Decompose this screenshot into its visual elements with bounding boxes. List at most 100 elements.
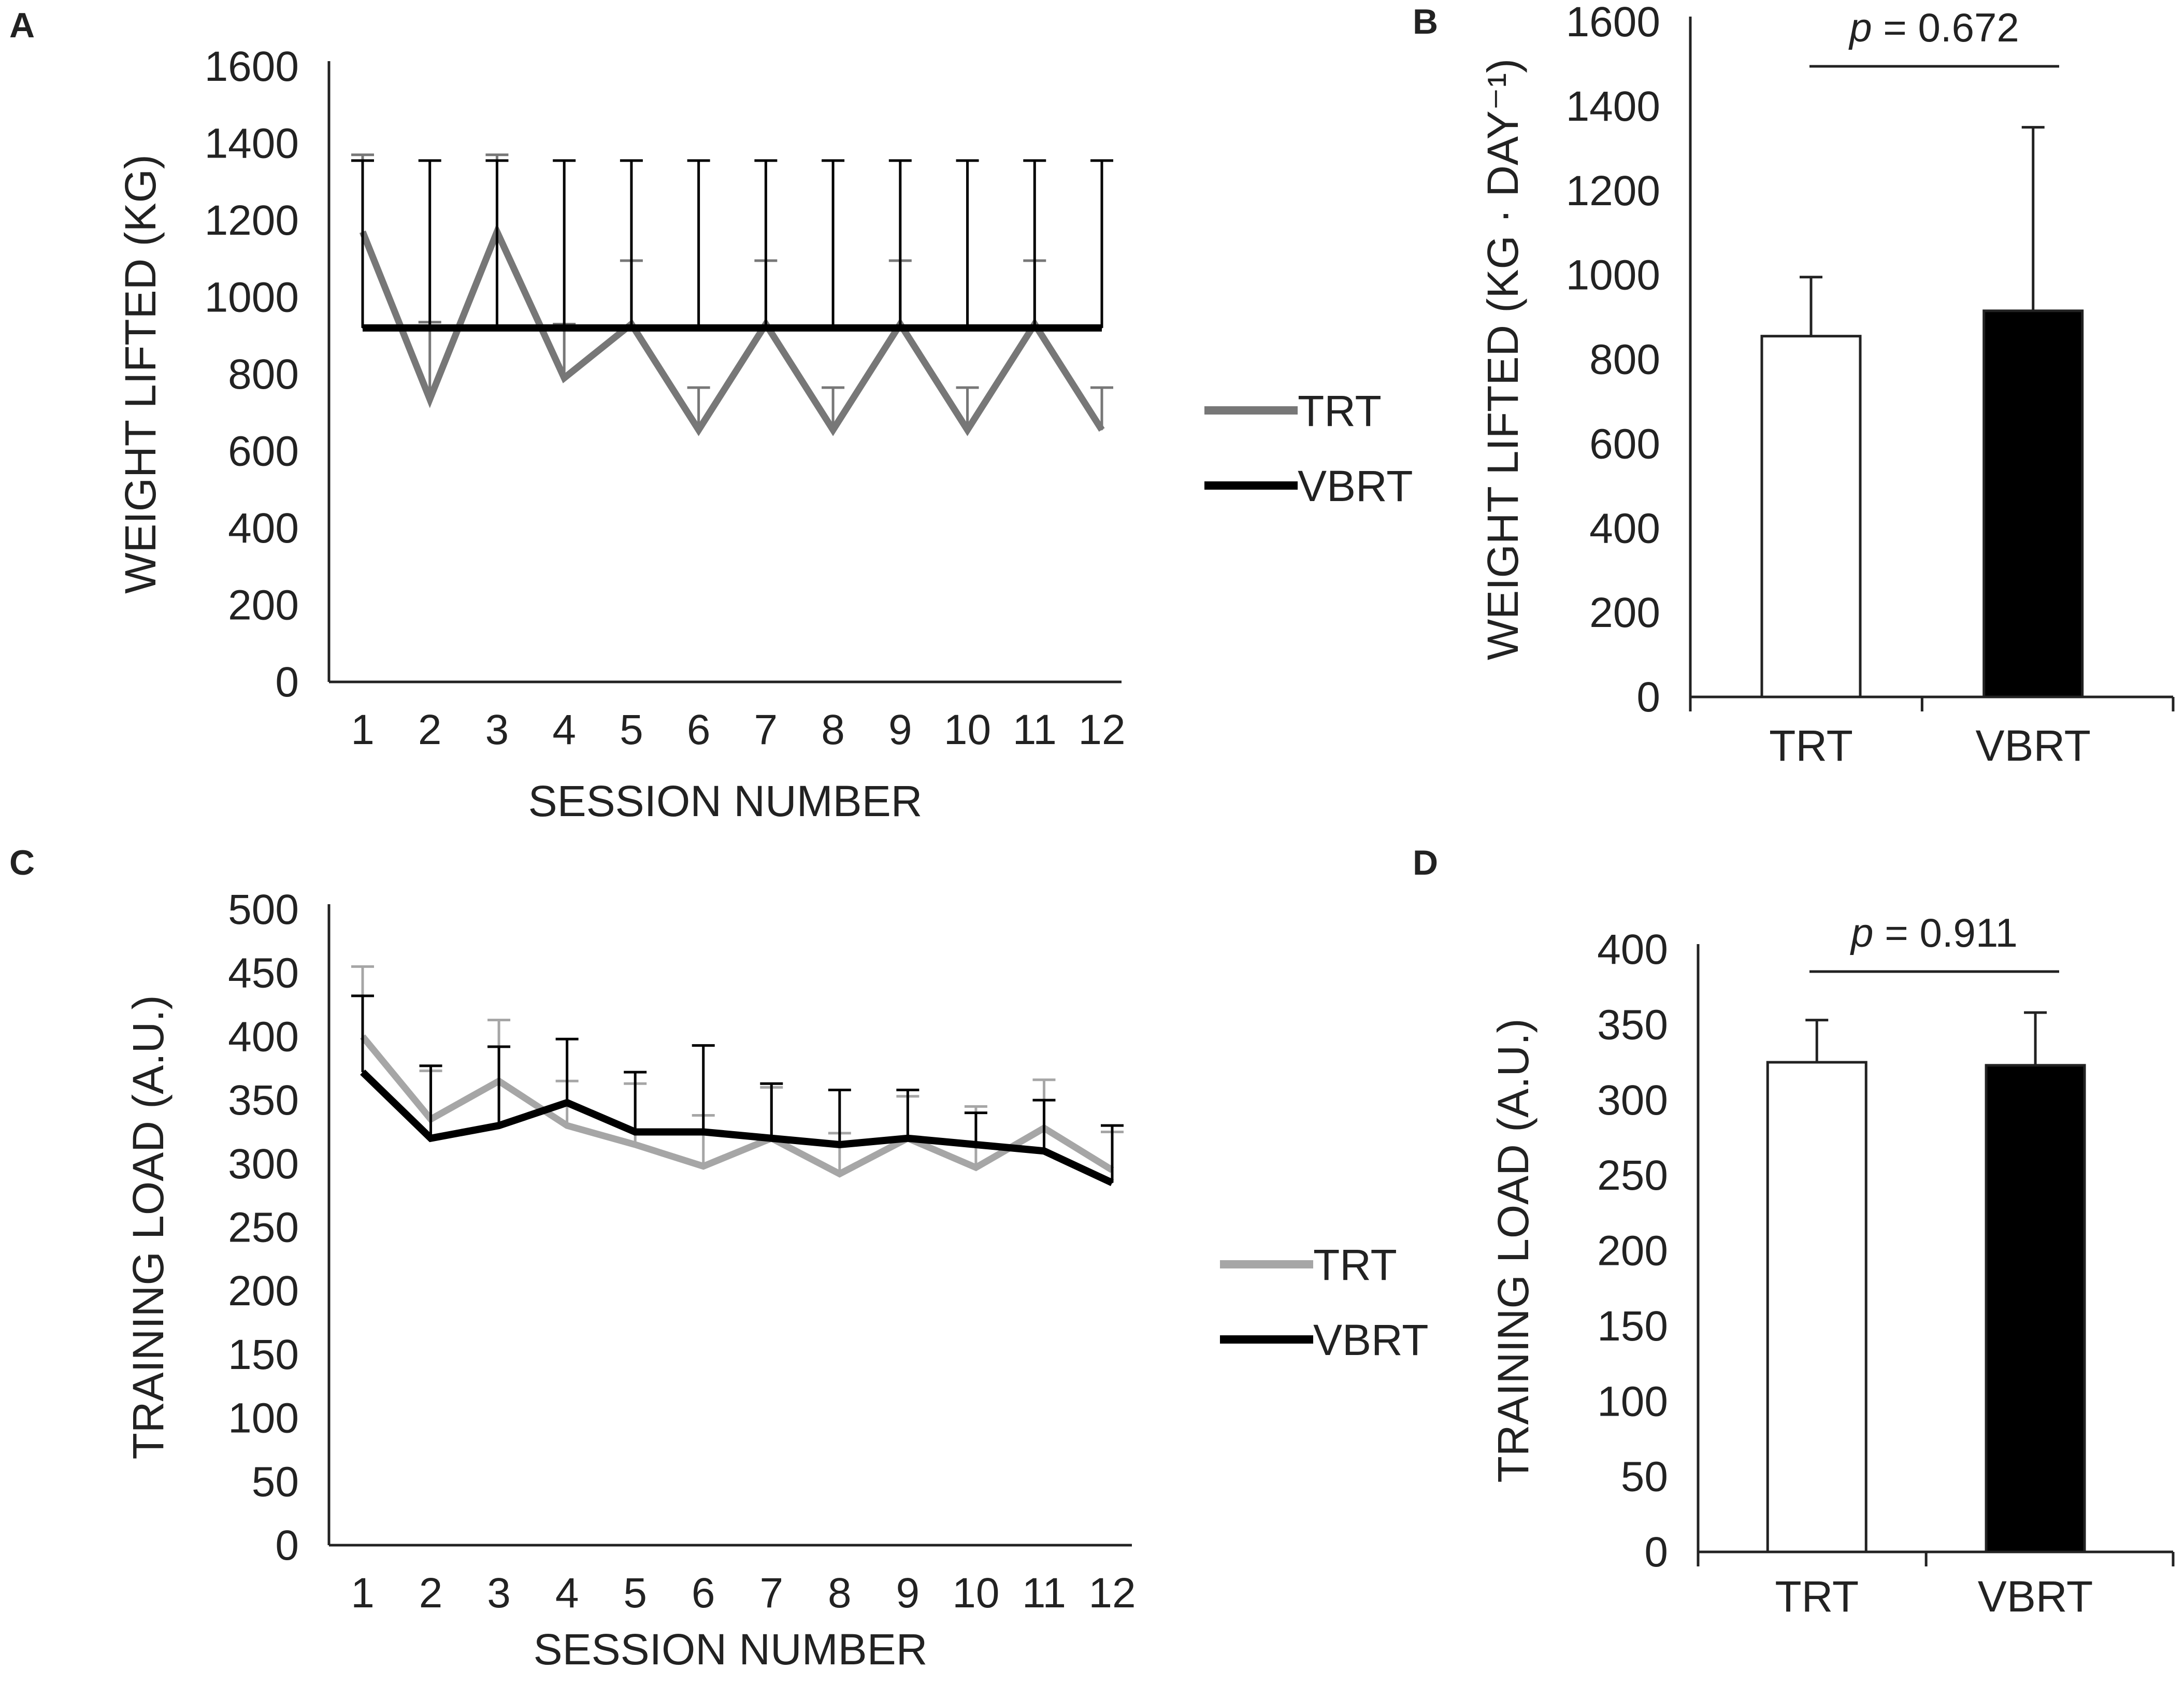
y-tick-label: 600 [228, 428, 299, 475]
y-tick-label: 200 [228, 582, 299, 629]
x-tick-label: 6 [692, 1570, 715, 1617]
data-point-vbrt [839, 1144, 840, 1145]
legend-label-trt: TRT [1298, 387, 1382, 435]
panel-letter: B [1413, 2, 1438, 41]
y-tick-label: 1400 [205, 120, 299, 167]
x-tick-label: 5 [623, 1570, 647, 1617]
x-tick-label: 4 [555, 1570, 579, 1617]
data-point-trt [698, 429, 699, 431]
data-point-trt [1101, 429, 1102, 431]
data-point-vbrt [1043, 1150, 1045, 1152]
data-point-trt [839, 1173, 840, 1175]
data-point-vbrt [907, 1137, 909, 1139]
data-point-vbrt [566, 1102, 568, 1104]
y-axis-title: WEIGHT LIFTED (KG) [116, 154, 165, 594]
data-point-vbrt [1101, 327, 1102, 329]
y-axis-title: WEIGHT LIFTED (KG · DAY⁻¹) [1478, 59, 1527, 660]
x-tick-label: 10 [952, 1570, 999, 1617]
data-point-vbrt [630, 327, 632, 329]
x-tick-label: 11 [1013, 706, 1057, 753]
data-point-trt [832, 429, 834, 431]
x-tick-label: 11 [1022, 1570, 1066, 1617]
x-tick-label: 1 [351, 1570, 375, 1617]
y-tick-label: 0 [1644, 1529, 1668, 1576]
panel-letter: C [9, 843, 35, 882]
x-tick-label: 2 [419, 1570, 443, 1617]
y-tick-label: 150 [1597, 1303, 1668, 1350]
y-tick-label: 200 [1597, 1228, 1668, 1275]
data-point-trt [429, 398, 430, 400]
x-tick-label: 10 [944, 706, 991, 753]
data-point-vbrt [564, 327, 565, 329]
x-tick-label: 8 [821, 706, 845, 753]
x-tick-label: 12 [1088, 1570, 1136, 1617]
panel-d-training-load-mean: D 0 50 100 150 200 250 300 350 400 TRAINING LOAD (… [1413, 843, 2175, 1621]
p-value-annotation: p = 0.911 [1850, 910, 2018, 955]
x-tick-label: 5 [620, 706, 643, 753]
y-tick-label: 1000 [205, 274, 299, 321]
y-tick-label: 200 [1589, 589, 1660, 636]
data-point-vbrt [635, 1131, 636, 1133]
y-axis-title: TRAINING LOAD (A.U.) [124, 995, 173, 1459]
y-tick-label: 100 [228, 1395, 299, 1442]
y-tick-label: 1600 [1566, 0, 1660, 46]
x-tick-label: 2 [418, 706, 442, 753]
data-point-vbrt [430, 1137, 432, 1139]
y-tick-label: 1200 [205, 197, 299, 244]
y-tick-label: 350 [1597, 1001, 1668, 1048]
y-tick-label: 400 [228, 505, 299, 552]
data-point-vbrt [362, 327, 363, 329]
data-point-vbrt [498, 1125, 500, 1126]
legend-label-vbrt: VBRT [1298, 462, 1413, 510]
panel-letter: A [9, 6, 35, 45]
y-tick-label: 0 [1636, 674, 1660, 721]
y-tick-label: 800 [1589, 336, 1660, 383]
data-point-vbrt [771, 1137, 772, 1139]
data-point-trt [702, 1165, 704, 1167]
y-tick-label: 800 [228, 351, 299, 398]
y-tick-label: 0 [275, 659, 299, 706]
x-tick-label: 3 [487, 1570, 511, 1617]
data-point-vbrt [975, 1144, 976, 1145]
x-tick-label: 6 [687, 706, 711, 753]
data-point-trt [967, 429, 968, 431]
data-point-vbrt [832, 327, 834, 329]
y-tick-label: 500 [228, 886, 299, 933]
x-tick-label: 7 [759, 1570, 783, 1617]
data-point-vbrt [765, 327, 767, 329]
y-tick-label: 50 [252, 1458, 299, 1505]
x-axis-title: SESSION NUMBER [534, 1625, 928, 1674]
data-point-vbrt [496, 327, 498, 329]
series-line-vbrt [360, 1069, 1114, 1186]
x-tick-label: 9 [896, 1570, 920, 1617]
legend-label-vbrt: VBRT [1313, 1316, 1429, 1364]
panel-c-training-load-per-session: C 0 50 100 150 200 250 300 350 400 450 500 TRAINING … [9, 843, 1429, 1674]
y-tick-label: 400 [1589, 505, 1660, 552]
data-point-vbrt [702, 1131, 704, 1133]
data-point-trt [564, 377, 565, 379]
y-tick-label: 450 [228, 950, 299, 997]
x-tick-label: 1 [351, 706, 375, 753]
y-tick-label: 1600 [205, 43, 299, 90]
panel-letter: D [1413, 843, 1438, 882]
x-category-label: VBRT [1978, 1572, 2093, 1621]
y-tick-label: 350 [228, 1077, 299, 1124]
x-category-label: VBRT [1975, 721, 2091, 770]
y-tick-label: 150 [228, 1331, 299, 1378]
data-point-vbrt [967, 327, 968, 329]
data-point-trt [635, 1144, 636, 1145]
y-tick-label: 400 [1597, 926, 1668, 973]
x-category-label: TRT [1775, 1572, 1859, 1621]
x-axis-title: SESSION NUMBER [528, 777, 923, 825]
y-tick-label: 250 [228, 1204, 299, 1251]
y-tick-label: 1400 [1566, 83, 1660, 130]
panel-b-weight-lifted-per-day: B 0 200 400 600 800 1000 1200 1400 1600 WEIGHT LIF… [1413, 0, 2175, 770]
legend-label-trt: TRT [1313, 1240, 1397, 1289]
x-tick-label: 9 [888, 706, 912, 753]
y-tick-label: 200 [228, 1267, 299, 1315]
bar-vbrt [1985, 1064, 2086, 1553]
p-value-annotation: p = 0.672 [1848, 5, 2019, 50]
series-line-trt [359, 223, 1105, 436]
data-point-trt [975, 1167, 976, 1168]
data-point-vbrt [1112, 1182, 1113, 1183]
